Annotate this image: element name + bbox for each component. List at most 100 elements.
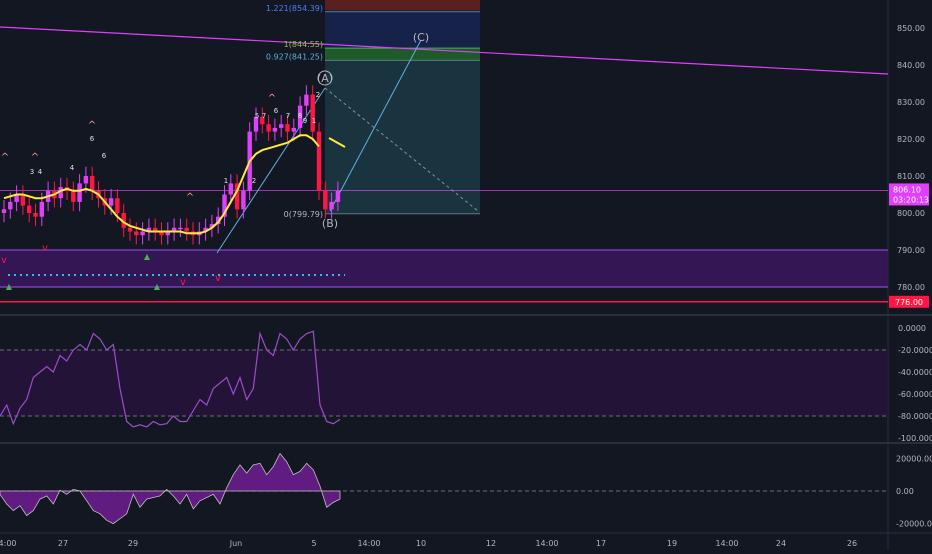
candle-body <box>184 227 189 232</box>
moving-average-line <box>3 134 320 235</box>
price-tick-label: 830.00 <box>897 98 925 107</box>
sequence-number: 6 <box>90 135 95 143</box>
candle-body <box>1 209 7 213</box>
sequence-number: 3 <box>30 168 34 176</box>
oscillator-tick-label: -80.0000 <box>898 412 932 421</box>
price-tick-label: 810.00 <box>897 172 925 181</box>
candle-body <box>153 227 158 232</box>
time-axis-label: 27 <box>58 539 68 548</box>
buy-marker: ▲ <box>154 282 161 291</box>
oscillator-tick-label: -100.0000 <box>898 434 932 443</box>
up-arrow-marker: ^ <box>186 192 194 203</box>
fib-level-label: 1(844.55) <box>284 40 323 49</box>
candle-body <box>134 231 139 236</box>
candle-body <box>171 227 177 232</box>
time-axis-label: Jun <box>229 539 243 548</box>
sequence-number: 2 <box>316 91 320 99</box>
candle-body <box>310 94 315 132</box>
fib-zone-teal <box>325 60 480 214</box>
time-axis-label: 14:00 <box>357 539 380 548</box>
time-axis-label: 26 <box>847 539 857 548</box>
candle-body <box>253 116 259 132</box>
candle-body <box>108 198 114 206</box>
candle-body <box>20 194 26 206</box>
candle-body <box>71 190 76 202</box>
sequence-number: 2 <box>252 177 256 185</box>
candle-body <box>291 127 296 132</box>
candle-body <box>121 213 126 228</box>
sequence-number: 6 <box>102 152 107 160</box>
histogram-tick-label: 20000.00 <box>896 454 932 463</box>
time-axis-label: 14:00 <box>0 539 17 548</box>
time-axis-label: 12 <box>486 539 496 548</box>
candle-body <box>90 176 95 191</box>
candle-body <box>159 231 164 236</box>
fib-level-label: 0(799.79) <box>284 210 323 219</box>
candle-body <box>335 190 341 202</box>
wave-line-a <box>216 87 326 254</box>
sequence-number: 5 <box>255 112 259 120</box>
wave-label-b: (B) <box>322 217 338 230</box>
down-arrow-marker: v <box>180 277 186 288</box>
candle-body <box>222 194 227 217</box>
wave-label-a: (A) <box>317 72 333 85</box>
candle-body <box>329 201 334 210</box>
fib-zone-green <box>325 48 480 61</box>
candle-body <box>77 183 82 202</box>
fib-zone-red <box>325 0 480 10</box>
up-arrow-marker: ^ <box>268 93 276 104</box>
price-tick-label: 800.00 <box>897 209 925 218</box>
candle-body <box>8 201 13 210</box>
histogram-tick-label: -20000.00 <box>896 520 932 529</box>
candle-body <box>14 194 19 202</box>
down-arrow-marker: v <box>215 273 221 284</box>
candle-body <box>316 131 322 191</box>
time-axis-label: 24 <box>776 539 786 548</box>
candle-body <box>127 227 133 232</box>
supply-zone <box>0 250 888 287</box>
oscillator-band <box>0 350 888 416</box>
moving-average-tail <box>328 137 346 148</box>
candle-body <box>260 116 265 125</box>
countdown-label: 03:20:13 <box>893 195 929 204</box>
candle-body <box>58 187 63 199</box>
candle-body <box>115 198 120 213</box>
time-axis-label: 10 <box>416 539 426 548</box>
up-arrow-marker: ^ <box>1 152 9 163</box>
candle-body <box>146 227 152 232</box>
candle-body <box>297 105 303 128</box>
fib-level-label: 1.221(854.39) <box>266 4 323 13</box>
candle-body <box>228 183 233 195</box>
sequence-number: 8 <box>298 112 302 120</box>
candle-body <box>285 124 290 132</box>
time-axis-label: 14:00 <box>535 539 558 548</box>
oscillator-tick-label: -40.0000 <box>898 368 932 377</box>
sequence-number: 7 <box>262 112 266 120</box>
down-arrow-marker: v <box>42 243 48 254</box>
candle-body <box>323 190 328 210</box>
support-price-badge <box>889 295 929 308</box>
price-tick-label: 780.00 <box>897 283 925 292</box>
sequence-number: 9 <box>303 117 307 125</box>
candle-body <box>140 231 145 236</box>
time-axis-label: 19 <box>667 539 677 548</box>
candle-body <box>234 183 240 210</box>
histogram-area <box>0 452 341 525</box>
candle-body <box>83 176 89 184</box>
candle-body <box>165 231 170 236</box>
sequence-number: 4 <box>70 164 75 172</box>
candle-body <box>279 124 284 128</box>
trendline <box>0 26 889 75</box>
sequence-number: 1 <box>224 177 228 185</box>
sequence-number: 1 <box>312 117 316 125</box>
sequence-number: 6 <box>274 107 279 115</box>
candle-body <box>178 227 183 230</box>
price-tick-label: 850.00 <box>897 24 925 33</box>
price-tick-label: 790.00 <box>897 246 925 255</box>
wave-line-projection <box>324 87 479 212</box>
buy-marker: ▲ <box>6 282 13 291</box>
oscillator-tick-label: 0.0000 <box>898 324 926 333</box>
candle-body <box>241 190 246 210</box>
